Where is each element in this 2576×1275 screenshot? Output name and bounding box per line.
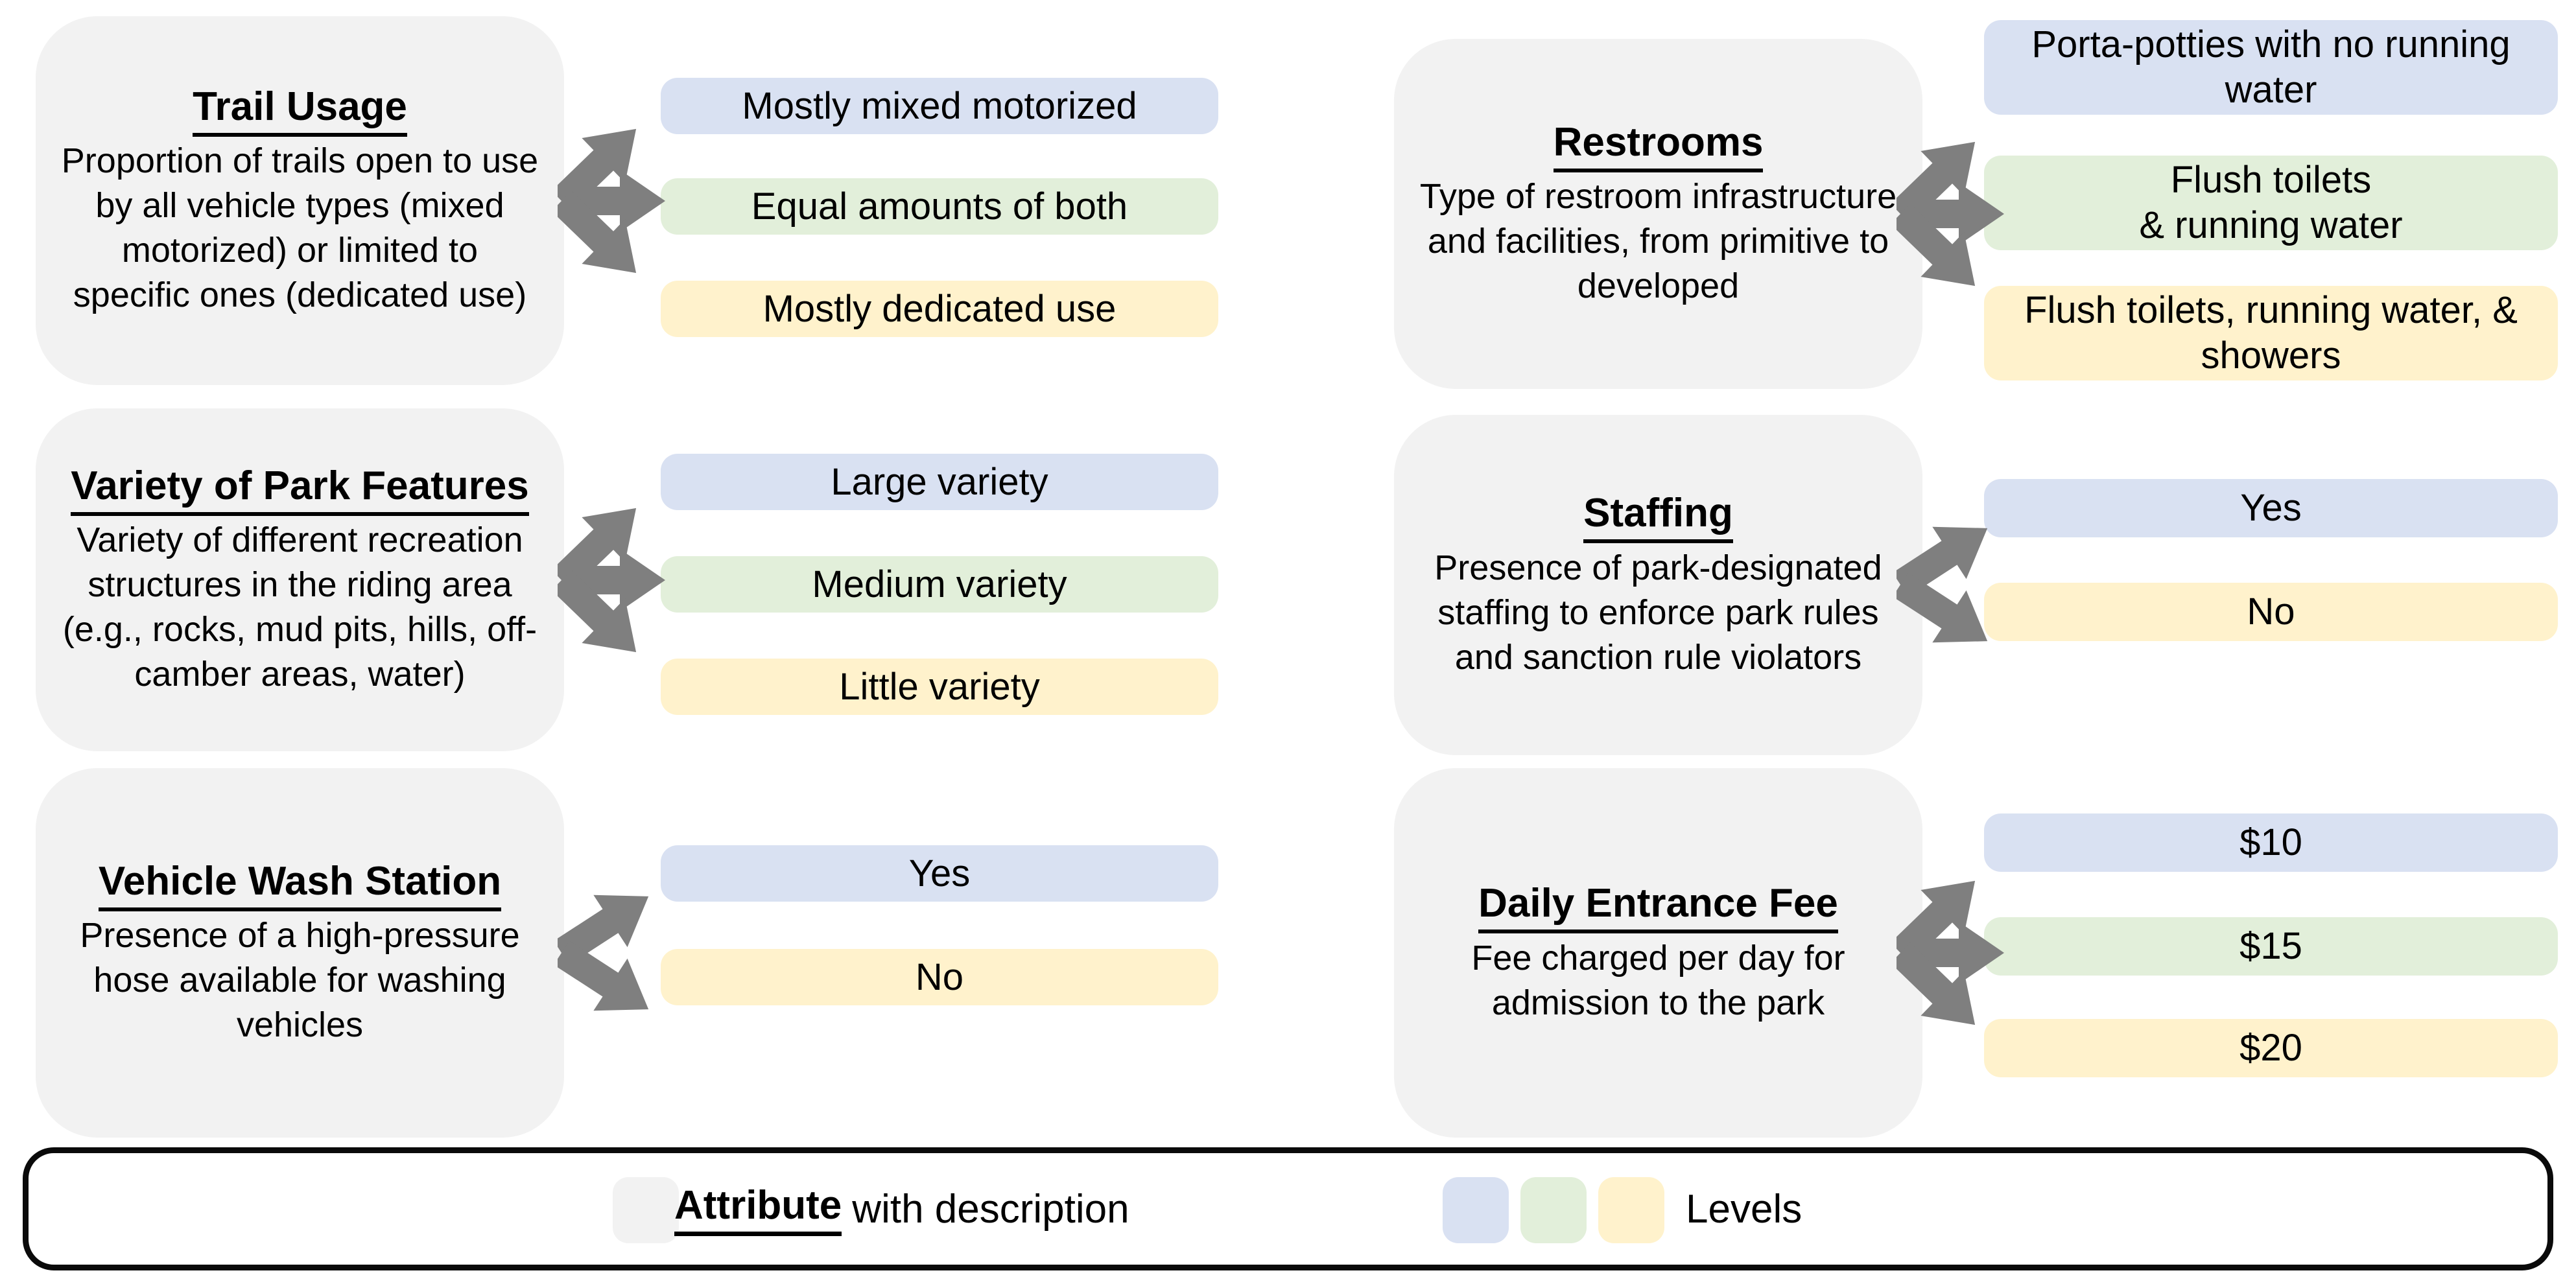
level-label: Large variety bbox=[831, 460, 1048, 503]
attribute-description: Proportion of trails open to use by all … bbox=[61, 141, 539, 315]
attribute-title: Restrooms bbox=[1553, 119, 1764, 172]
attribute-description: Type of restroom infrastructure and faci… bbox=[1419, 177, 1897, 306]
attribute-description: Variety of different recreation structur… bbox=[62, 521, 538, 694]
attribute-description: Fee charged per day for admission to the… bbox=[1471, 938, 1845, 1022]
level-pill: Flush toilets & running water bbox=[1984, 156, 2558, 250]
attribute-card-vehicle-wash-station: Vehicle Wash Station Presence of a high-… bbox=[36, 768, 564, 1138]
level-yellow-swatch bbox=[1598, 1177, 1664, 1243]
level-label: No bbox=[2247, 591, 2295, 633]
level-label: Yes bbox=[2240, 487, 2302, 529]
fan-arrows-3-icon bbox=[1897, 119, 2004, 309]
level-pill: Porta-potties with no running water bbox=[1984, 20, 2558, 115]
level-pill: Little variety bbox=[661, 659, 1218, 715]
level-green-swatch bbox=[1520, 1177, 1587, 1243]
fan-arrows-3-icon bbox=[558, 106, 665, 296]
legend-attribute-suffix: with description bbox=[852, 1186, 1129, 1232]
level-pill: Mostly dedicated use bbox=[661, 281, 1218, 337]
level-pill: Mostly mixed motorized bbox=[661, 78, 1218, 134]
level-pill: No bbox=[661, 949, 1218, 1005]
level-pill: Yes bbox=[1984, 479, 2558, 537]
attribute-title: Vehicle Wash Station bbox=[98, 858, 502, 911]
level-label: $10 bbox=[2239, 821, 2302, 863]
attribute-title: Staffing bbox=[1583, 490, 1733, 544]
attribute-title: Trail Usage bbox=[193, 84, 407, 137]
fan-arrows-2-icon bbox=[1897, 502, 2005, 668]
fan-arrows-3-icon bbox=[558, 485, 665, 675]
level-pill: $20 bbox=[1984, 1019, 2558, 1077]
attribute-card-staffing: Staffing Presence of park-designated sta… bbox=[1394, 415, 1922, 755]
level-label: $20 bbox=[2239, 1027, 2302, 1069]
attribute-description: Presence of park-designated staffing to … bbox=[1434, 548, 1882, 677]
level-label: Mostly dedicated use bbox=[762, 287, 1117, 330]
attribute-swatch bbox=[613, 1177, 679, 1243]
fan-arrows-3-icon bbox=[1897, 858, 2004, 1047]
level-label: Equal amounts of both bbox=[751, 185, 1128, 228]
attribute-description: Presence of a high-pressure hose availab… bbox=[80, 916, 520, 1045]
fan-arrows-2-icon bbox=[558, 870, 666, 1036]
level-label: Mostly mixed motorized bbox=[742, 84, 1137, 127]
legend-attribute-label: Attribute bbox=[674, 1182, 842, 1236]
level-pill: Yes bbox=[661, 845, 1218, 902]
level-pill: Medium variety bbox=[661, 556, 1218, 613]
legend-levels-label: Levels bbox=[1686, 1186, 1802, 1232]
legend-attribute-text: Attribute with description bbox=[674, 1153, 1129, 1265]
legend: Attribute with description Levels bbox=[23, 1147, 2553, 1270]
attribute-title: Daily Entrance Fee bbox=[1478, 880, 1838, 934]
level-label: Medium variety bbox=[812, 563, 1067, 605]
attribute-title: Variety of Park Features bbox=[71, 463, 529, 516]
level-blue-swatch bbox=[1443, 1177, 1509, 1243]
level-label: Little variety bbox=[839, 665, 1040, 708]
level-label: No bbox=[915, 955, 964, 998]
attribute-card-restrooms: Restrooms Type of restroom infrastructur… bbox=[1394, 39, 1922, 389]
level-label: $15 bbox=[2239, 925, 2302, 967]
level-label: Porta-potties with no running water bbox=[2031, 23, 2511, 111]
attribute-card-trail-usage: Trail Usage Proportion of trails open to… bbox=[36, 16, 564, 385]
level-label: Yes bbox=[908, 852, 971, 895]
attribute-card-variety-of-park-features: Variety of Park Features Variety of diff… bbox=[36, 408, 564, 751]
level-pill: No bbox=[1984, 583, 2558, 641]
level-pill: Large variety bbox=[661, 454, 1218, 510]
level-label: Flush toilets & running water bbox=[2139, 159, 2403, 246]
attribute-card-daily-entrance-fee: Daily Entrance Fee Fee charged per day f… bbox=[1394, 768, 1922, 1138]
level-pill: Flush toilets, running water, & showers bbox=[1984, 286, 2558, 380]
level-label: Flush toilets, running water, & showers bbox=[2024, 289, 2518, 377]
level-pill: $15 bbox=[1984, 917, 2558, 976]
level-pill: Equal amounts of both bbox=[661, 178, 1218, 235]
level-pill: $10 bbox=[1984, 813, 2558, 872]
